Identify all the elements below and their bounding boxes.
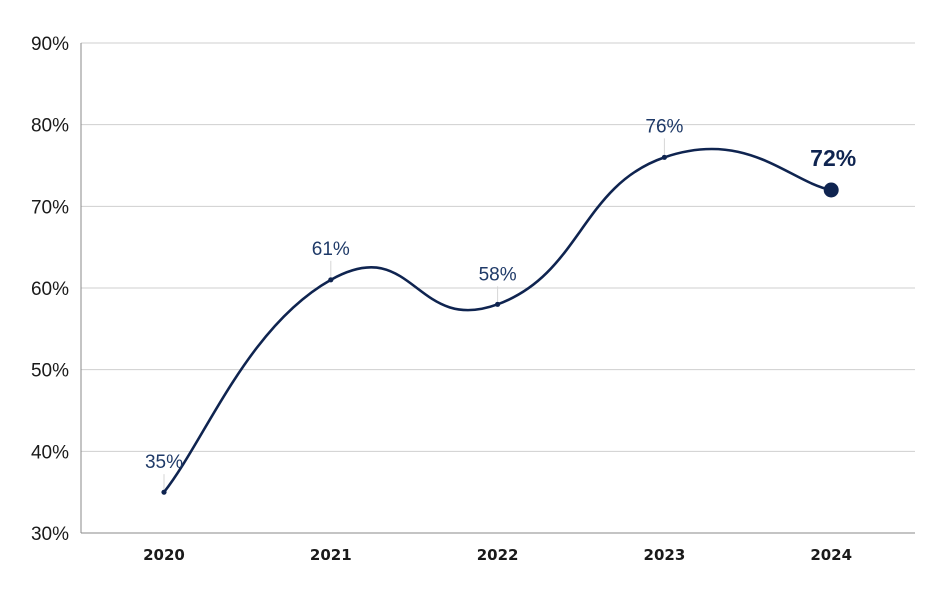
data-point <box>495 301 501 307</box>
data-label: 35% <box>145 452 183 473</box>
series-layer <box>162 147 833 494</box>
y-tick-label: 80% <box>31 116 69 137</box>
y-tick-label: 60% <box>31 279 69 300</box>
x-tick-label: 2023 <box>644 546 686 564</box>
data-label: 58% <box>479 264 517 285</box>
highlight-data-label: 72% <box>810 145 856 171</box>
data-point <box>161 489 167 495</box>
x-tick-label: 2024 <box>810 546 852 564</box>
data-points <box>161 154 839 495</box>
y-tick-label: 70% <box>31 197 69 218</box>
y-tick-label: 90% <box>31 34 69 55</box>
highlight-point <box>823 182 839 198</box>
data-label: 61% <box>312 239 350 260</box>
leader-lines <box>163 138 665 490</box>
data-point <box>661 154 668 160</box>
x-tick-label: 2022 <box>477 546 519 564</box>
y-tick-label: 40% <box>31 442 69 463</box>
data-point <box>328 277 334 283</box>
x-tick-labels: 2020 2021 2022 2023 2024 <box>143 546 852 564</box>
series-line <box>162 147 833 494</box>
data-labels: 35% 61% 58% 76% 72% <box>145 116 856 473</box>
x-tick-label: 2021 <box>310 546 352 564</box>
y-tick-label: 50% <box>31 361 69 382</box>
axis-layer <box>80 43 915 534</box>
y-tick-labels: 30% 40% 50% 60% 70% 80% 90% <box>31 34 69 545</box>
x-tick-label: 2020 <box>143 546 185 564</box>
data-label: 76% <box>645 116 683 137</box>
grid-layer <box>81 42 915 452</box>
y-tick-label: 30% <box>31 524 69 545</box>
